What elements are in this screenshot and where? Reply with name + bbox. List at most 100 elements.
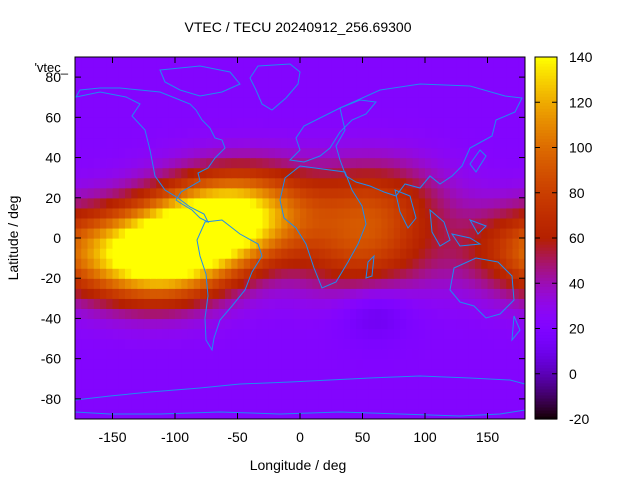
heatmap-cell: [381, 378, 389, 390]
heatmap-cell: [231, 67, 239, 78]
heatmap-cell: [131, 248, 139, 259]
heatmap-cell: [131, 117, 139, 128]
heatmap-cell: [350, 398, 357, 410]
heatmap-cell: [75, 298, 82, 309]
heatmap-cell: [75, 167, 82, 179]
heatmap-cell: [512, 278, 520, 289]
heatmap-cell: [281, 157, 289, 169]
heatmap-cell: [100, 217, 107, 229]
vtec-heatmap: [75, 57, 525, 419]
heatmap-cell: [318, 258, 326, 269]
heatmap-cell: [193, 288, 201, 299]
heatmap-cell: [518, 187, 525, 199]
heatmap-cell: [456, 258, 464, 269]
heatmap-cell: [481, 238, 489, 249]
heatmap-cell: [431, 358, 439, 370]
heatmap-cell: [456, 57, 464, 68]
heatmap-cell: [306, 358, 314, 370]
heatmap-cell: [200, 298, 207, 309]
heatmap-cell: [112, 57, 120, 68]
heatmap-cell: [125, 197, 132, 209]
heatmap-cell: [225, 328, 232, 340]
heatmap-cell: [506, 67, 514, 78]
heatmap-cell: [312, 107, 320, 118]
heatmap-cell: [131, 227, 139, 239]
heatmap-cell: [481, 87, 489, 98]
heatmap-cell: [237, 67, 245, 78]
heatmap-cell: [218, 348, 226, 360]
heatmap-cell: [381, 278, 389, 289]
heatmap-cell: [106, 107, 114, 118]
heatmap-cell: [468, 87, 476, 98]
heatmap-cell: [450, 157, 457, 169]
heatmap-cell: [443, 157, 451, 169]
heatmap-cell: [125, 298, 132, 309]
heatmap-cell: [350, 358, 357, 370]
heatmap-cell: [81, 248, 89, 259]
colorbar-swatch: [535, 295, 557, 299]
heatmap-cell: [93, 238, 101, 249]
heatmap-cell: [206, 378, 214, 390]
heatmap-cell: [237, 167, 245, 179]
heatmap-cell: [212, 288, 220, 299]
heatmap-cell: [437, 147, 445, 159]
heatmap-cell: [112, 248, 120, 259]
heatmap-cell: [131, 137, 139, 149]
heatmap-cell: [193, 328, 201, 340]
heatmap-cell: [231, 318, 239, 330]
heatmap-cell: [468, 398, 476, 410]
coastline-antarctica: [75, 375, 525, 417]
heatmap-cell: [468, 278, 476, 289]
heatmap-cell: [456, 227, 464, 239]
heatmap-cell: [456, 238, 464, 249]
heatmap-cell: [462, 268, 470, 279]
heatmap-cell: [500, 127, 507, 139]
heatmap-cell: [75, 227, 82, 239]
coastline-north-america: [75, 87, 226, 224]
heatmap-cell: [87, 368, 95, 380]
colorbar-swatch: [535, 186, 557, 191]
heatmap-cell: [156, 298, 164, 309]
heatmap-cell: [456, 308, 464, 320]
heatmap-cell: [437, 157, 445, 169]
heatmap-cell: [362, 107, 370, 118]
heatmap-cell: [306, 348, 314, 360]
heatmap-cell: [293, 117, 301, 128]
heatmap-cell: [281, 167, 289, 179]
colorbar-swatch: [535, 192, 557, 197]
heatmap-cell: [518, 288, 525, 299]
heatmap-cell: [181, 288, 189, 299]
heatmap-cell: [237, 348, 245, 360]
heatmap-cell: [518, 268, 525, 279]
heatmap-cell: [462, 238, 470, 249]
heatmap-cell: [506, 197, 514, 209]
heatmap-cell: [418, 177, 426, 189]
heatmap-cell: [343, 97, 351, 108]
heatmap-cell: [462, 227, 470, 239]
heatmap-cell: [268, 398, 276, 410]
heatmap-cell: [175, 308, 182, 320]
heatmap-cell: [512, 298, 520, 309]
heatmap-cell: [506, 227, 514, 239]
heatmap-cell: [237, 177, 245, 189]
heatmap-cell: [237, 308, 245, 320]
heatmap-cell: [425, 107, 432, 118]
heatmap-cell: [231, 177, 239, 189]
heatmap-cell: [450, 137, 457, 149]
heatmap-cell: [518, 348, 525, 360]
heatmap-cell: [431, 117, 439, 128]
heatmap-cell: [281, 248, 289, 259]
heatmap-cell: [437, 227, 445, 239]
heatmap-cell: [443, 227, 451, 239]
heatmap-cell: [200, 187, 207, 199]
heatmap-cell: [331, 77, 339, 88]
heatmap-cell: [500, 318, 507, 330]
heatmap-cell: [225, 348, 232, 360]
heatmap-cell: [237, 258, 245, 269]
heatmap-cell: [93, 227, 101, 239]
heatmap-cell: [262, 288, 270, 299]
heatmap-cell: [175, 278, 182, 289]
heatmap-cell: [250, 137, 257, 149]
heatmap-cell: [381, 248, 389, 259]
heatmap-cell: [275, 137, 282, 149]
